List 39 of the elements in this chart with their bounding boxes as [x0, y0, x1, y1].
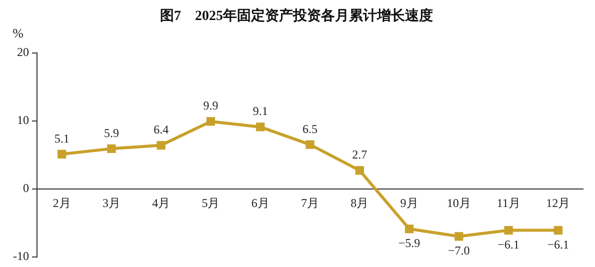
point — [57, 150, 66, 158]
point — [156, 140, 166, 150]
data-label: 9.9 — [203, 98, 218, 113]
point — [355, 166, 364, 175]
data-label: 5.1 — [54, 131, 70, 146]
x-tick-label: 7月 — [301, 196, 319, 210]
point — [554, 226, 563, 235]
x-tick-label: 10月 — [446, 196, 471, 210]
data-label: −6.1 — [498, 237, 520, 252]
y-tick-label: 0 — [22, 180, 29, 195]
data-label: −6.1 — [547, 237, 570, 252]
point — [404, 224, 414, 234]
point — [504, 226, 513, 235]
x-tick-label: 6月 — [251, 196, 270, 210]
x-tick-label: 4月 — [152, 196, 170, 210]
y-tick-label: 20 — [16, 44, 29, 59]
data-label: 6.4 — [154, 122, 169, 136]
chart-title: 图7 2025年固定资产投资各月累计增长速度 — [160, 7, 433, 24]
y-tick-label: -10 — [12, 248, 29, 263]
data-label: −5.9 — [398, 236, 420, 250]
x-tick-label: 11月 — [496, 196, 520, 210]
x-tick-label: 5月 — [202, 196, 220, 210]
data-label: 6.5 — [302, 122, 318, 136]
y-tick-label: 10 — [16, 112, 29, 127]
data-label: 9.1 — [252, 104, 268, 118]
point — [454, 232, 464, 241]
point — [107, 144, 116, 154]
data-label: 5.9 — [104, 126, 119, 140]
y-axis-title: % — [12, 26, 24, 41]
x-tick-label: 3月 — [102, 196, 120, 210]
x-tick-label: 9月 — [400, 196, 418, 210]
data-label: −7.0 — [448, 244, 470, 258]
point — [306, 140, 314, 149]
data-label: 2.7 — [352, 148, 368, 162]
x-tick-label: 2月 — [52, 196, 71, 210]
x-tick-label: 12月 — [546, 196, 570, 210]
point — [256, 122, 265, 132]
x-tick-label: 8月 — [350, 196, 369, 210]
point — [206, 117, 216, 126]
